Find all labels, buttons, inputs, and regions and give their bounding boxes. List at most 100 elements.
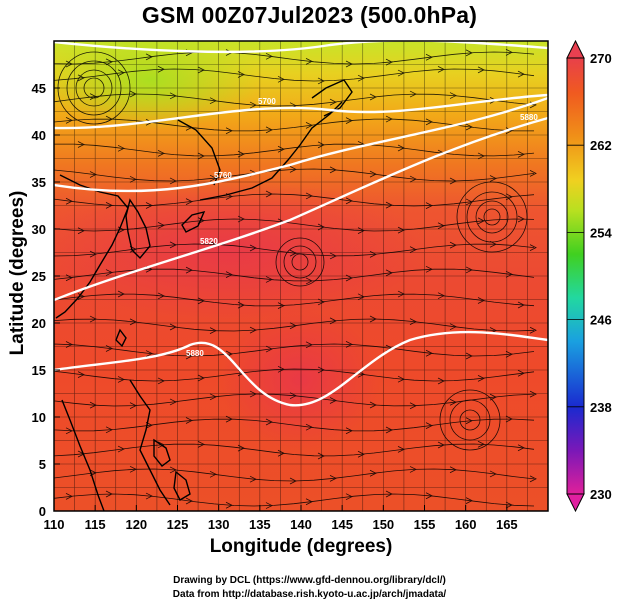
streamline-arrow <box>369 170 377 178</box>
contour-label: 5820 <box>200 237 218 246</box>
streamline-arrow <box>529 390 537 398</box>
streamline-arrow <box>317 298 325 306</box>
x-tick-label: 120 <box>125 517 147 532</box>
streamline-arrow <box>449 398 457 406</box>
streamline-arrow <box>129 318 137 326</box>
streamline-arrow <box>249 244 257 252</box>
streamline-arrow <box>449 177 457 185</box>
streamline-arrow <box>65 197 73 205</box>
streamline-arrow <box>65 493 73 500</box>
streamline-arrow <box>77 74 85 82</box>
streamline-arrow <box>117 290 125 298</box>
streamline-arrow <box>209 327 217 335</box>
streamline-arrow <box>345 427 353 435</box>
streamline-arrow <box>209 470 217 478</box>
streamline-arrow <box>345 341 353 348</box>
height-contours <box>54 41 548 407</box>
streamline-arrow <box>129 245 137 253</box>
streamline-arrow <box>197 66 205 74</box>
streamline-arrow <box>265 345 273 353</box>
streamline-arrow <box>369 93 377 101</box>
streamline-arrow <box>237 444 245 452</box>
streamline-arrow <box>397 290 405 298</box>
streamline-arrow <box>329 98 337 106</box>
streamline-arrow <box>345 117 353 124</box>
colorbar: 270 262 254 246 238 230 <box>566 39 612 513</box>
streamline-arrow <box>237 150 245 158</box>
streamline <box>54 418 535 432</box>
y-tick-label: 40 <box>32 128 46 143</box>
streamline-arrow <box>357 74 365 82</box>
streamline <box>54 293 535 307</box>
streamline-arrow <box>409 175 417 183</box>
streamline <box>54 118 535 132</box>
streamline-arrow <box>265 276 273 283</box>
streamline-arrow <box>89 469 97 477</box>
streamline-arrow <box>505 415 513 423</box>
streamline-arrow <box>489 175 497 182</box>
y-tick-label: 35 <box>32 175 46 190</box>
streamline-arrow <box>209 97 217 105</box>
streamline-arrow <box>89 93 97 101</box>
streamline-arrow <box>517 151 525 158</box>
x-tick-label: 135 <box>249 517 271 532</box>
streamline-arrow <box>169 466 177 474</box>
streamline-arrow <box>185 266 193 274</box>
streamline-arrow <box>65 427 73 435</box>
streamline-arrow <box>237 301 245 309</box>
streamline-arrow <box>225 193 233 200</box>
coastlines <box>55 79 353 511</box>
streamline-arrow <box>517 215 525 223</box>
colorbar-body <box>566 57 585 495</box>
colorbar-tick-label: 254 <box>590 225 612 240</box>
streamline-arrow <box>345 197 353 205</box>
x-tick-label: 125 <box>167 517 189 532</box>
streamline-arrow <box>517 70 525 78</box>
streamline-arrow <box>197 441 205 448</box>
chart-title: GSM 00Z07Jul2023 (500.0hPa) <box>141 2 478 28</box>
streamline-arrow <box>385 490 393 498</box>
streamline-arrow <box>157 150 165 157</box>
streamline-arrow <box>477 297 485 304</box>
streamline-arrow <box>305 423 313 431</box>
x-tick-label: 150 <box>372 517 394 532</box>
streamline-arrow <box>465 123 473 131</box>
streamline-arrow <box>145 350 153 357</box>
streamline-arrow <box>305 277 313 285</box>
streamline-arrow <box>465 497 473 505</box>
streamline-arrow <box>409 466 417 473</box>
streamline-arrow <box>289 392 297 400</box>
streamline-arrow <box>305 341 313 349</box>
streamline-arrow <box>505 501 513 509</box>
streamline-arrow <box>437 222 445 230</box>
streamline-arrow <box>317 77 325 85</box>
streamline-arrow <box>317 452 325 460</box>
streamline-arrow <box>145 421 153 429</box>
streamline-arrow <box>157 65 165 73</box>
streamline-arrow <box>345 60 353 68</box>
streamline-arrow <box>185 124 193 131</box>
streamline-arrow <box>105 269 113 276</box>
streamline-arrow <box>129 465 137 473</box>
streamline-arrow <box>129 175 137 183</box>
streamline-arrow <box>489 240 497 248</box>
streamline-arrow <box>425 118 433 126</box>
contour-labels: 5700 5760 5820 5880 5880 <box>186 97 538 358</box>
streamline-arrow <box>289 477 297 485</box>
streamline-arrow <box>425 422 433 429</box>
streamline-arrow <box>529 475 537 483</box>
streamline <box>54 268 535 282</box>
streamline-arrow <box>157 441 165 449</box>
colorbar-lower-arrow <box>566 493 585 513</box>
streamline <box>54 393 535 407</box>
streamline-arrow <box>305 498 313 506</box>
streamline-arrow <box>77 141 85 148</box>
streamline-arrow <box>77 450 85 458</box>
streamline <box>54 318 535 332</box>
streamline-arrow <box>449 92 457 99</box>
x-tick-label: 115 <box>85 517 106 532</box>
streamline-arrow <box>305 58 313 65</box>
streamline-arrow <box>185 417 193 424</box>
streamline-arrow <box>277 75 285 83</box>
streamline-arrow <box>197 374 205 382</box>
